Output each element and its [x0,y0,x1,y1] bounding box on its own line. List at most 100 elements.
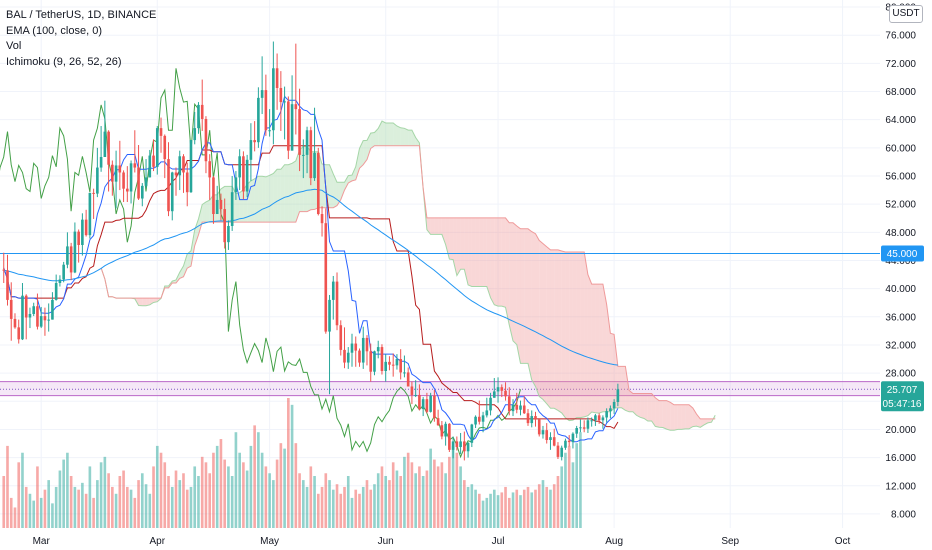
candle [58,275,62,287]
candle-body [245,159,249,192]
candle [361,326,365,369]
volume-bar [257,432,260,528]
symbol-title[interactable]: BAL / TetherUS, 1D, BINANCE [6,9,157,21]
candle-body [54,283,58,300]
y-tick-label: 8.000 [891,509,916,520]
cloud-segment [542,243,547,404]
candle-body [373,351,376,372]
candle-body [24,295,28,318]
cloud-segment [411,130,416,146]
y-tick-label: 16.000 [885,453,916,464]
candle-body [395,359,399,366]
volume-bar [182,473,185,528]
volume-bar [107,473,110,528]
candle-body [103,131,107,157]
candle-body [47,319,50,321]
chart-gridlines [0,0,880,528]
candle [245,154,249,198]
candle-body [133,163,137,168]
cloud-segment [677,404,682,430]
candle [504,382,507,401]
candle-body [189,140,193,193]
candle-body [328,299,331,332]
volume-legend[interactable]: Vol [6,40,22,52]
candle [219,193,223,221]
cloud-segment [408,130,412,146]
candle-body [257,97,260,143]
volume-bar [193,466,197,528]
cloud-segment [445,217,450,260]
candle-body [316,152,320,215]
volume-bar [62,459,65,528]
candle [107,130,110,192]
candle-body [260,90,264,98]
volume-bar [549,489,552,528]
candle-body [305,130,309,155]
volume-bar [369,489,373,528]
candle-body [298,109,301,155]
candle-body [159,128,163,136]
volume-bar [515,489,519,528]
volume-bar [126,486,129,528]
ema-legend[interactable]: EMA (100, close, 0) [6,24,102,37]
volume-bar [54,486,58,528]
candle [534,411,537,427]
cloud-segment [352,166,356,181]
cloud-segment [606,304,611,412]
candle-body [28,313,32,318]
candle [103,100,107,157]
candle [140,183,144,207]
time-axis[interactable]: Mar Apr May Jun Jul Aug Sep Oct [33,536,851,547]
volume-bar [309,466,313,528]
cloud-segment [501,217,506,308]
candle-body [152,155,155,167]
candle [373,350,376,376]
candle [290,75,294,151]
candle [541,425,545,439]
candle-body [324,223,328,332]
volume-bar [492,489,496,528]
cloud-segment [239,189,244,223]
volume-bar [399,476,402,528]
candle-body [140,185,144,199]
cloud-segment [460,217,465,270]
candle [579,419,582,433]
currency-badge[interactable]: USDT [889,5,923,23]
volume-bar [507,497,511,528]
y-tick-label: 40.000 [885,284,916,295]
y-tick-label: 20.000 [885,425,916,436]
price-axis[interactable]: 80.00076.00072.00068.00064.00060.00056.0… [885,3,916,521]
candle-body [481,415,485,422]
candle [485,397,489,418]
cloud-segment [303,146,308,212]
candle [470,423,474,448]
candle [170,171,174,221]
candle-body [126,188,129,192]
volume-bar [144,484,148,528]
ichimoku-legend[interactable]: Ichimoku (9, 26, 52, 26) [6,55,122,68]
candle [114,150,118,209]
volume-bar [242,462,245,528]
volume-bar [451,445,455,528]
volume-bar [249,445,253,528]
candle [369,343,373,382]
candle-body [346,352,350,363]
candle [575,425,578,438]
candle [418,384,421,411]
candle-body [36,306,39,327]
candle-body [575,428,578,434]
cloud-segment [258,176,263,223]
lagging-span-line [0,68,521,459]
cloud-segment [202,201,206,223]
candle-body [84,219,88,236]
x-tick-label: Jul [492,536,505,547]
volume-bar [290,404,294,528]
volume-bar [32,500,36,528]
cloud-segment [662,400,667,430]
cloud-segment [273,169,278,223]
candle-body [429,395,432,412]
volume-bar [530,492,534,528]
cloud-segment [516,225,521,364]
cloud-segment [243,184,248,223]
